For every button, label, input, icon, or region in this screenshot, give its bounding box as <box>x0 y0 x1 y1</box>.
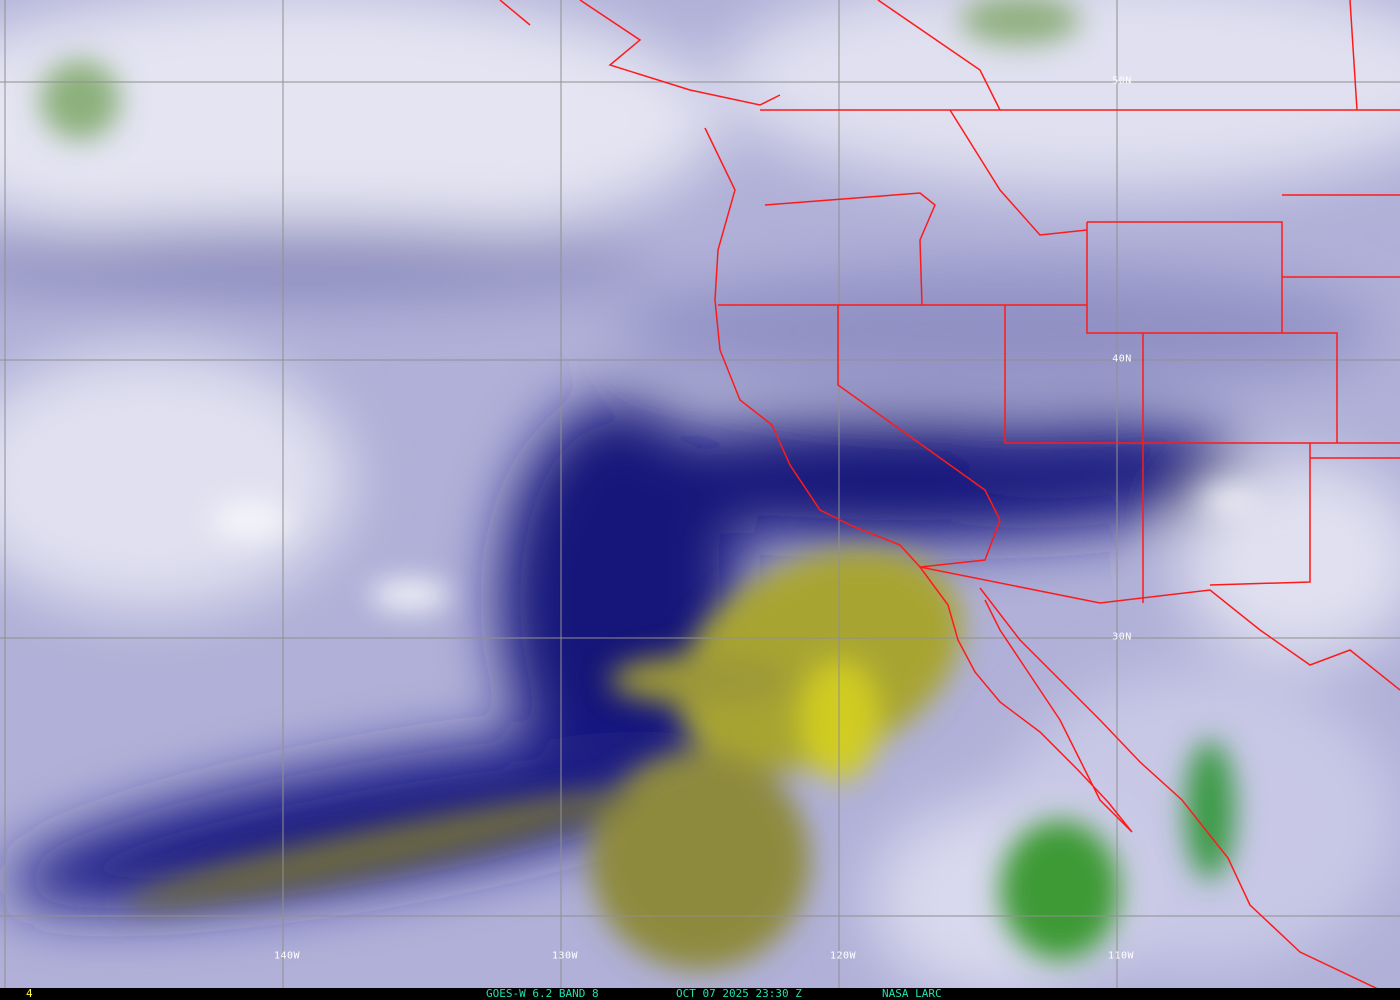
longitude-label-120w: 120W <box>829 950 857 962</box>
latitude-label-50n: 50N <box>1112 75 1132 87</box>
credit-label: NASA LARC <box>882 987 942 1000</box>
band-label: GOES-W 6.2 BAND 8 <box>486 987 599 1000</box>
datetime-label: OCT 07 2025 23:30 Z <box>676 987 802 1000</box>
frame-number: 4 <box>26 987 33 1000</box>
longitude-label-130w: 130W <box>551 950 579 962</box>
latitude-label-40n: 40N <box>1112 353 1132 365</box>
latitude-label-30n: 30N <box>1112 631 1132 643</box>
longitude-label-110w: 110W <box>1107 950 1135 962</box>
longitude-label-140w: 140W <box>273 950 301 962</box>
political-boundaries <box>499 0 1400 988</box>
caption-bar: 4 GOES-W 6.2 BAND 8 OCT 07 2025 23:30 Z … <box>0 988 1400 1000</box>
